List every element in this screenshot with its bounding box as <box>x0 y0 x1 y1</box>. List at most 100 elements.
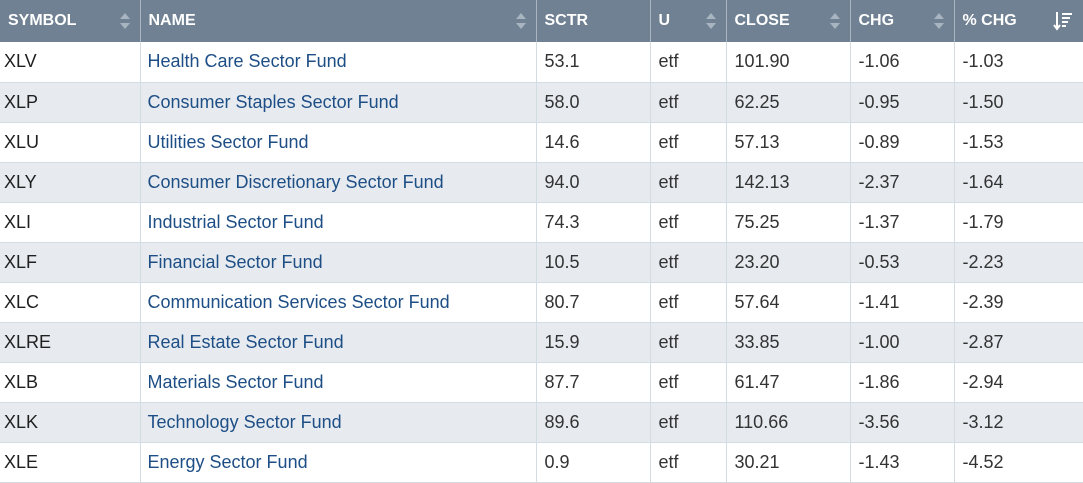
cell-name: Energy Sector Fund <box>140 442 537 483</box>
cell-name: Consumer Staples Sector Fund <box>140 82 537 123</box>
cell-symbol: XLE <box>0 442 141 483</box>
cell-sctr: 74.3 <box>536 202 651 243</box>
column-header-label: SYMBOL <box>8 11 77 29</box>
fund-name-link[interactable]: Consumer Staples Sector Fund <box>147 91 399 112</box>
cell-symbol: XLU <box>0 122 141 163</box>
cell-name: Communication Services Sector Fund <box>140 282 537 323</box>
cell-symbol: XLV <box>0 42 141 83</box>
fund-name-link[interactable]: Industrial Sector Fund <box>147 211 324 232</box>
table-row[interactable]: XLY Consumer Discretionary Sector Fund 9… <box>0 162 1083 203</box>
sort-toggle-icon[interactable] <box>705 11 717 31</box>
column-header-name[interactable]: NAME <box>140 0 537 42</box>
cell-name: Financial Sector Fund <box>140 242 537 283</box>
column-header-label: U <box>658 11 671 29</box>
sort-descending-icon[interactable] <box>1053 10 1073 32</box>
cell-sctr: 89.6 <box>536 402 651 443</box>
cell-chg: -2.37 <box>850 162 955 203</box>
cell-symbol: XLI <box>0 202 141 243</box>
cell-close: 30.21 <box>726 442 851 483</box>
sort-toggle-icon[interactable] <box>829 11 841 31</box>
table-row[interactable]: XLRE Real Estate Sector Fund 15.9 etf 33… <box>0 322 1083 363</box>
cell-pchg: -4.52 <box>954 442 1083 483</box>
cell-name: Consumer Discretionary Sector Fund <box>140 162 537 203</box>
table-row[interactable]: XLI Industrial Sector Fund 74.3 etf 75.2… <box>0 202 1083 243</box>
cell-u: etf <box>650 402 727 443</box>
cell-u: etf <box>650 362 727 403</box>
column-header-pchg[interactable]: % CHG <box>954 0 1083 42</box>
fund-name-link[interactable]: Materials Sector Fund <box>147 371 324 392</box>
cell-symbol: XLB <box>0 362 141 403</box>
cell-chg: -0.89 <box>850 122 955 163</box>
cell-sctr: 10.5 <box>536 242 651 283</box>
table-row[interactable]: XLP Consumer Staples Sector Fund 58.0 et… <box>0 82 1083 123</box>
column-header-u[interactable]: U <box>650 0 727 42</box>
cell-u: etf <box>650 202 727 243</box>
cell-u: etf <box>650 162 727 203</box>
header-row: SYMBOL NAME SCTR U <box>0 0 1083 42</box>
cell-chg: -1.86 <box>850 362 955 403</box>
cell-close: 57.64 <box>726 282 851 323</box>
cell-u: etf <box>650 82 727 123</box>
fund-name-link[interactable]: Health Care Sector Fund <box>147 51 347 72</box>
column-header-chg[interactable]: CHG <box>850 0 955 42</box>
fund-name-link[interactable]: Financial Sector Fund <box>147 251 323 272</box>
cell-sctr: 14.6 <box>536 122 651 163</box>
cell-close: 75.25 <box>726 202 851 243</box>
cell-pchg: -3.12 <box>954 402 1083 443</box>
cell-sctr: 58.0 <box>536 82 651 123</box>
cell-name: Technology Sector Fund <box>140 402 537 443</box>
column-header-label: CHG <box>858 11 895 29</box>
table-row[interactable]: XLC Communication Services Sector Fund 8… <box>0 282 1083 323</box>
fund-name-link[interactable]: Real Estate Sector Fund <box>147 331 344 352</box>
table-row[interactable]: XLB Materials Sector Fund 87.7 etf 61.47… <box>0 362 1083 403</box>
cell-pchg: -1.79 <box>954 202 1083 243</box>
cell-chg: -1.43 <box>850 442 955 483</box>
cell-chg: -0.53 <box>850 242 955 283</box>
column-header-sctr[interactable]: SCTR <box>536 0 651 42</box>
column-header-close[interactable]: CLOSE <box>726 0 851 42</box>
column-header-symbol[interactable]: SYMBOL <box>0 0 141 42</box>
cell-sctr: 94.0 <box>536 162 651 203</box>
cell-u: etf <box>650 242 727 283</box>
table-row[interactable]: XLK Technology Sector Fund 89.6 etf 110.… <box>0 402 1083 443</box>
cell-symbol: XLF <box>0 242 141 283</box>
cell-name: Health Care Sector Fund <box>140 42 537 83</box>
fund-name-link[interactable]: Utilities Sector Fund <box>147 131 309 152</box>
cell-close: 62.25 <box>726 82 851 123</box>
cell-name: Real Estate Sector Fund <box>140 322 537 363</box>
sort-toggle-icon[interactable] <box>515 11 527 31</box>
table-row[interactable]: XLE Energy Sector Fund 0.9 etf 30.21 -1.… <box>0 442 1083 483</box>
cell-pchg: -2.94 <box>954 362 1083 403</box>
cell-chg: -1.06 <box>850 42 955 83</box>
column-header-label: CLOSE <box>734 11 790 29</box>
sort-toggle-icon[interactable] <box>119 11 131 31</box>
cell-close: 33.85 <box>726 322 851 363</box>
cell-chg: -3.56 <box>850 402 955 443</box>
cell-chg: -1.41 <box>850 282 955 323</box>
cell-name: Materials Sector Fund <box>140 362 537 403</box>
sort-toggle-icon[interactable] <box>933 11 945 31</box>
fund-name-link[interactable]: Communication Services Sector Fund <box>147 291 450 312</box>
cell-pchg: -2.87 <box>954 322 1083 363</box>
cell-pchg: -2.39 <box>954 282 1083 323</box>
fund-name-link[interactable]: Consumer Discretionary Sector Fund <box>147 171 444 192</box>
fund-name-link[interactable]: Technology Sector Fund <box>147 411 342 432</box>
cell-symbol: XLK <box>0 402 141 443</box>
table-row[interactable]: XLF Financial Sector Fund 10.5 etf 23.20… <box>0 242 1083 283</box>
cell-u: etf <box>650 442 727 483</box>
fund-name-link[interactable]: Energy Sector Fund <box>147 451 308 472</box>
cell-u: etf <box>650 122 727 163</box>
cell-sctr: 80.7 <box>536 282 651 323</box>
cell-pchg: -1.03 <box>954 42 1083 83</box>
cell-close: 101.90 <box>726 42 851 83</box>
table-row[interactable]: XLV Health Care Sector Fund 53.1 etf 101… <box>0 42 1083 83</box>
cell-chg: -1.00 <box>850 322 955 363</box>
cell-sctr: 0.9 <box>536 442 651 483</box>
column-header-label: % CHG <box>962 11 1017 29</box>
cell-close: 110.66 <box>726 402 851 443</box>
table-header: SYMBOL NAME SCTR U <box>0 0 1083 42</box>
cell-u: etf <box>650 322 727 363</box>
table-row[interactable]: XLU Utilities Sector Fund 14.6 etf 57.13… <box>0 122 1083 163</box>
cell-close: 142.13 <box>726 162 851 203</box>
